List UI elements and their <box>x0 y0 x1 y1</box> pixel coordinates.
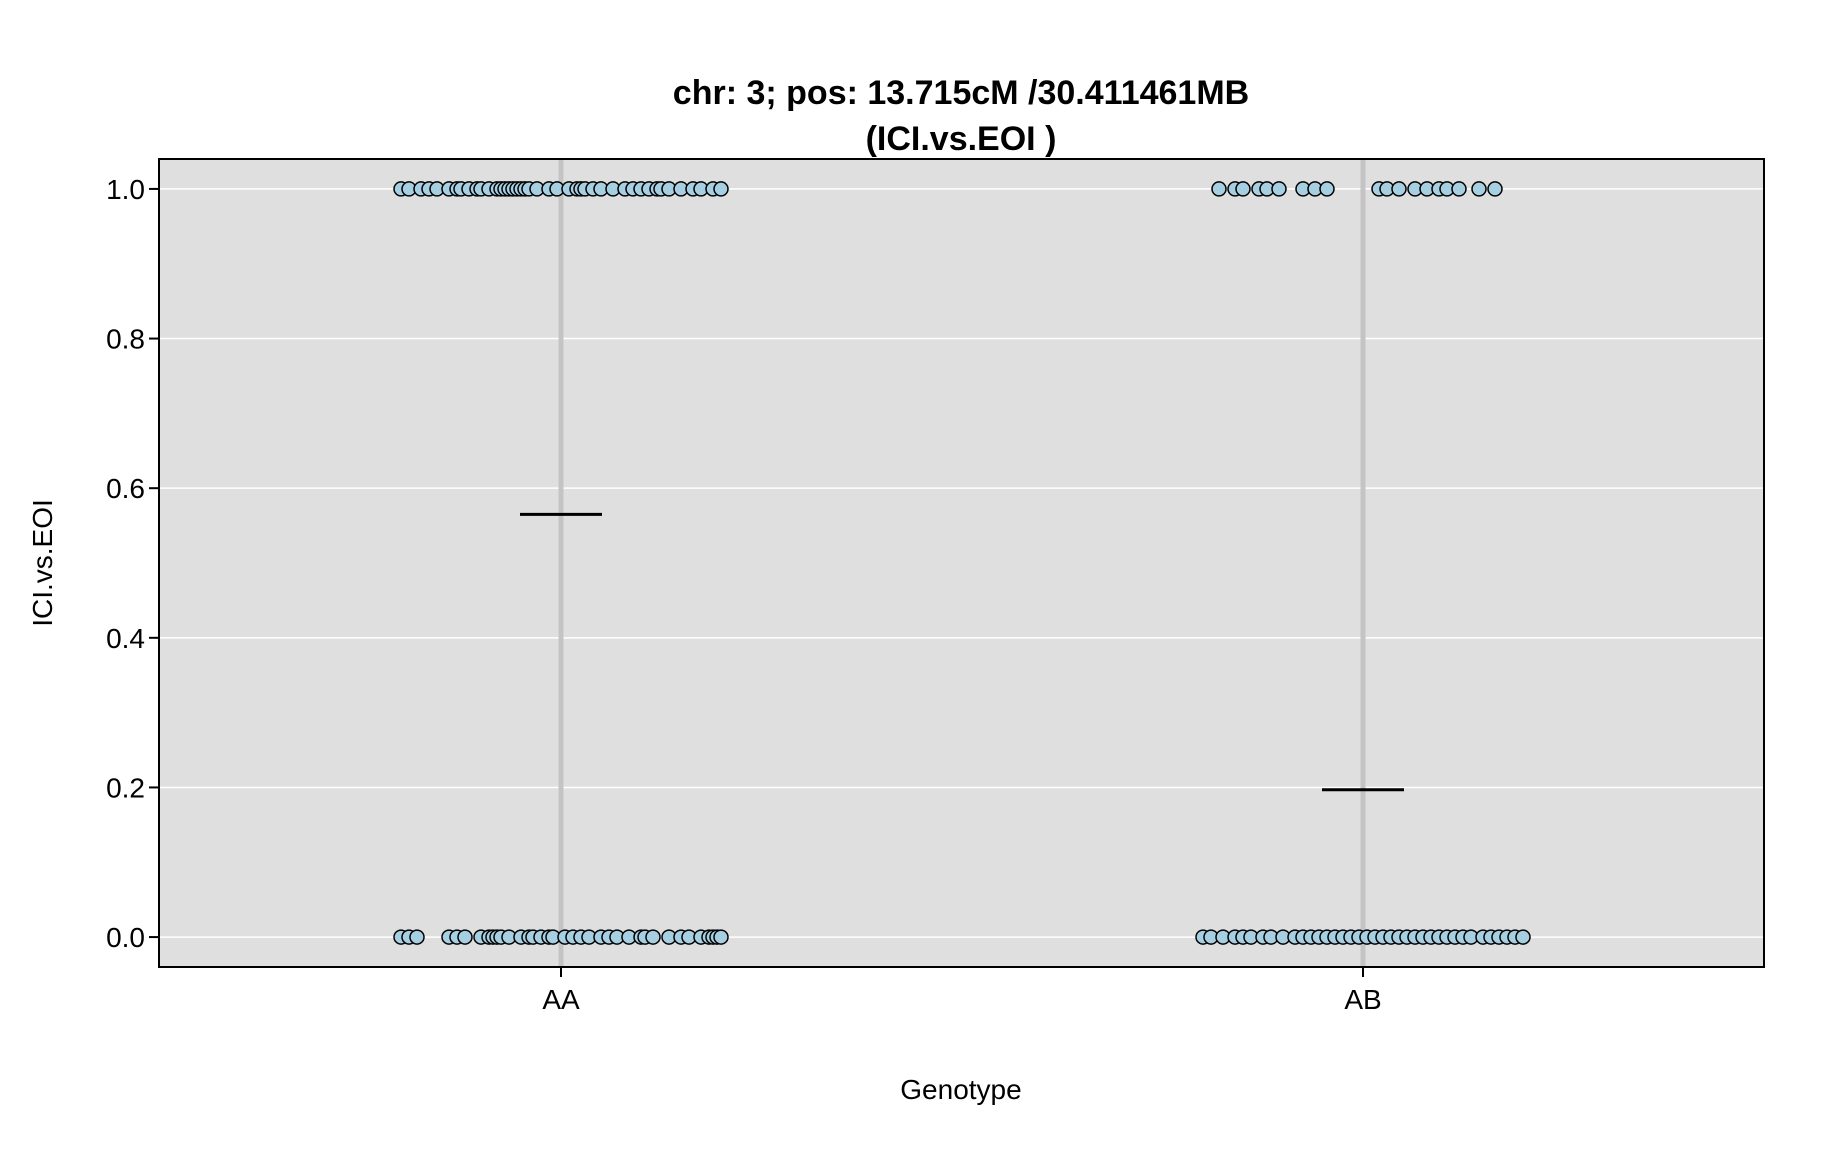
data-point <box>1471 181 1487 197</box>
data-point <box>457 929 473 945</box>
y-axis-label: ICI.vs.EOI <box>27 499 58 627</box>
y-tick-label: 0.0 <box>106 922 145 953</box>
x-tick-label-ab: AB <box>1344 984 1381 1015</box>
data-point <box>1391 181 1407 197</box>
data-point <box>645 929 661 945</box>
y-tick-label: 0.8 <box>106 324 145 355</box>
x-axis-label: Genotype <box>900 1074 1021 1105</box>
y-tick-label: 0.4 <box>106 623 145 654</box>
y-tick-label: 0.6 <box>106 473 145 504</box>
data-point <box>409 929 425 945</box>
y-axis-ticks: 0.0 0.2 0.4 0.6 0.8 1.0 <box>106 174 159 953</box>
chart-title: chr: 3; pos: 13.715cM /30.411461MB <box>673 74 1249 112</box>
data-point <box>1271 181 1287 197</box>
chart-subtitle: (ICI.vs.EOI ) <box>866 120 1057 158</box>
mean-lines <box>520 512 1404 792</box>
data-point <box>1319 181 1335 197</box>
category-lines <box>558 159 1366 967</box>
data-point <box>1515 929 1531 945</box>
data-point <box>1211 181 1227 197</box>
plot-border <box>158 158 1765 968</box>
x-tick-label-aa: AA <box>542 984 580 1015</box>
data-point <box>713 929 729 945</box>
plot-panel <box>159 159 1764 967</box>
data-points <box>393 181 1531 945</box>
data-point <box>713 181 729 197</box>
data-point <box>1487 181 1503 197</box>
data-point <box>1451 181 1467 197</box>
x-axis-ticks: AA AB <box>542 967 1382 1015</box>
y-tick-label: 1.0 <box>106 174 145 205</box>
y-tick-label: 0.2 <box>106 772 145 803</box>
data-point <box>1235 181 1251 197</box>
